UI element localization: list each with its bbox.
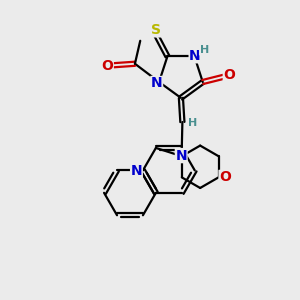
Text: H: H bbox=[188, 118, 197, 128]
Text: H: H bbox=[200, 45, 209, 55]
Text: N: N bbox=[130, 164, 142, 178]
Text: N: N bbox=[176, 148, 187, 163]
Text: N: N bbox=[151, 76, 163, 91]
Text: O: O bbox=[219, 170, 231, 184]
Text: N: N bbox=[189, 49, 201, 63]
Text: O: O bbox=[101, 59, 113, 73]
Text: S: S bbox=[151, 23, 161, 37]
Text: O: O bbox=[223, 68, 235, 82]
